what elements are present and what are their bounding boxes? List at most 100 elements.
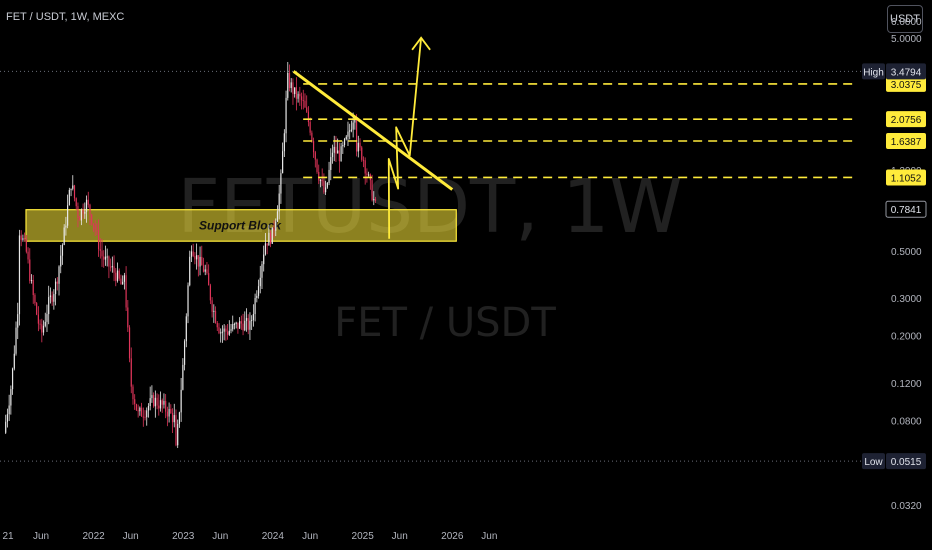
candle-body [374,199,377,201]
candle-body [51,295,53,302]
candle-body [352,122,354,130]
symbol-header: FET / USDT, 1W, MEXC [6,11,125,23]
y-tick-label: 0.2000 [891,332,922,343]
candle-body [331,152,334,158]
candle-body [275,221,277,231]
candle-body [302,100,304,102]
y-tick-label: 0.1200 [891,379,922,390]
candle-body [128,327,131,359]
support-block-label: Support Block [199,218,282,232]
candle-body [142,416,144,418]
candle-body [337,150,339,154]
low-label-badge: Low [864,457,883,468]
candle-body [80,209,82,221]
candle-body [237,322,239,329]
candle-body [204,269,206,272]
candle-body [134,399,136,405]
candle-body [273,227,275,231]
candle-body [362,159,365,161]
candle-body [144,416,146,418]
candle-body [65,225,67,228]
candle-body [54,281,57,295]
y-tick-label: 0.0800 [891,416,922,427]
y-tick-label: 0.5000 [891,247,922,258]
candle-body [295,87,297,99]
x-tick-label: Jun [33,531,49,542]
candle-body [63,227,65,245]
candle-body [213,310,215,312]
projection-arrow-head [411,36,431,51]
low-label-badge-bg [862,453,885,470]
candle-body [6,414,9,422]
candle-body [146,410,148,418]
candle-body [125,275,127,308]
candle-body [235,322,237,324]
candle-body [285,97,287,134]
candle-body [361,147,363,160]
candle-body [359,142,361,148]
candle-body [30,280,33,282]
candle-body [118,270,120,279]
candle-body [342,144,344,147]
candle-body [211,300,213,312]
candle-body [214,310,217,323]
candle-body [11,368,14,390]
candle-body [183,341,186,365]
candle-body [5,421,7,433]
candle-body [220,332,222,334]
support-block-zone: Support Block [25,209,457,242]
candle-body [325,187,327,193]
candle-body [199,256,201,267]
candle-body [276,211,279,222]
candle-body [333,146,335,153]
candle-body [173,415,175,423]
candle-body [166,411,168,417]
price-level-badge-bg [886,169,926,186]
candle-body [48,297,50,315]
candle-body [239,321,241,329]
last-price-badge: 0.7841 [891,205,922,216]
candle-body [266,243,268,246]
candle-body [168,409,170,417]
candle-body [232,324,234,330]
candle-body [349,130,351,132]
candle-body [261,264,263,278]
candle-body [161,400,163,405]
candle-body [256,295,258,299]
candle-body [58,266,60,284]
price-axis: 6.00005.00003.00002.00001.20000.50000.30… [862,17,927,512]
candle-body [82,209,84,214]
candle-body [311,132,313,142]
y-tick-label: 0.0320 [891,501,922,512]
candle-body [335,146,337,154]
candle-body [247,318,249,330]
candle-body [340,146,342,162]
currency-button[interactable]: USDT [887,5,923,33]
candle-body [364,160,366,174]
candle-body [44,321,46,326]
watermark-sub: FET / USDT [334,300,556,346]
candle-body [91,214,93,224]
candle-body [299,93,301,97]
candle-body [355,118,358,152]
candle-body [354,118,356,123]
candle-body [75,198,77,207]
candle-body [158,405,160,409]
candle-body [185,316,187,342]
candle-body [72,185,74,189]
candle-body [20,235,22,240]
candle-body [323,181,325,193]
candle-body [140,407,143,417]
candle-body [245,318,248,321]
x-tick-label: Jun [392,531,408,542]
candle-body [307,111,310,123]
candle-body [319,180,322,182]
candle-body [244,320,246,331]
candle-body [22,238,24,240]
candle-body [149,398,151,407]
candle-body [56,281,58,284]
candle-body [242,323,244,331]
candle-body [314,152,316,160]
candle-body [32,280,34,296]
